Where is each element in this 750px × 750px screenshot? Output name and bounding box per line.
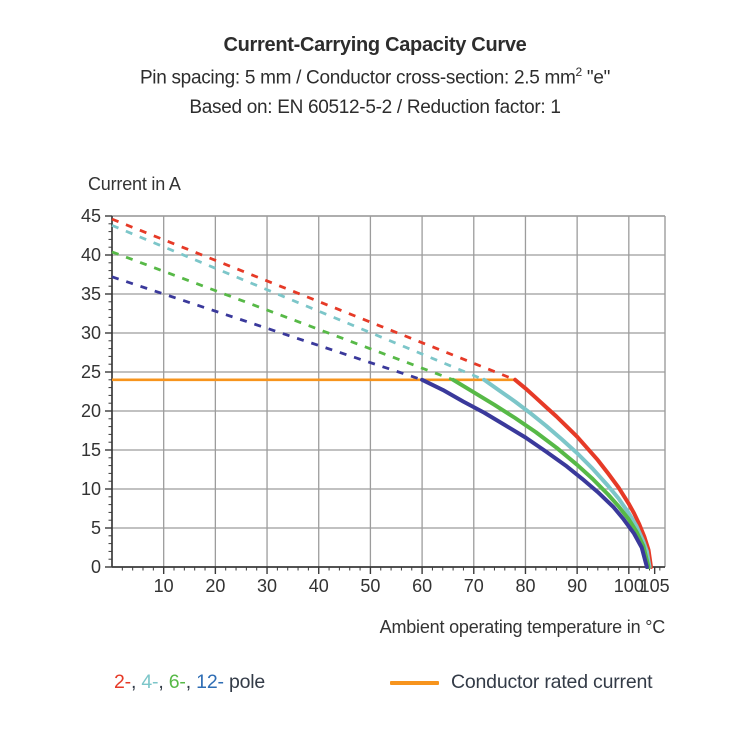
rated-current-swatch [390, 680, 439, 685]
pole-legend-item-6: 6- [168, 671, 186, 693]
x-tick-label: 90 [567, 576, 587, 596]
legend-row: 2-, 4-, 6-, 12- pole Conductor rated cur… [0, 671, 750, 697]
pole-legend-separator: , [158, 671, 169, 693]
derating-dashed-4-pole [111, 224, 485, 382]
rated-current-label: Conductor rated current [451, 671, 653, 693]
y-tick-label: 35 [81, 284, 101, 304]
x-axis-title: Ambient operating temperature in °C [379, 617, 666, 637]
y-tick-label: 15 [81, 440, 101, 460]
x-tick-label: 50 [360, 576, 380, 596]
capacity-curve-12-pole [420, 377, 649, 569]
pole-legend-item-12: 12- [196, 671, 224, 693]
y-tick-label: 45 [81, 206, 101, 226]
pole-legend-separator: , [130, 671, 142, 693]
pole-legend-separator: , [185, 671, 197, 693]
derating-dashed-2-pole [111, 217, 516, 382]
pole-legend-suffix: pole [223, 671, 266, 693]
subtitle-1-main: Pin spacing: 5 mm / Conductor cross-sect… [139, 67, 576, 89]
y-tick-label: 40 [81, 245, 101, 265]
pole-legend-item-4: 4- [141, 671, 159, 693]
y-axis-title: Current in A [88, 174, 181, 194]
y-tick-label: 30 [81, 323, 101, 343]
x-tick-label: 100 [614, 576, 644, 596]
pole-legend: 2-, 4-, 6-, 12- pole [114, 671, 265, 694]
y-tick-label: 5 [91, 518, 101, 538]
capacity-curve-2-pole [513, 377, 653, 569]
subtitle-1-tail: "e" [581, 67, 611, 89]
x-tick-label: 10 [154, 576, 174, 596]
capacity-curve-6-pole [451, 377, 651, 569]
x-tick-label: 60 [412, 576, 432, 596]
x-tick-label: 30 [257, 576, 277, 596]
rated-current-legend: Conductor rated current [390, 671, 653, 694]
capacity-curve-4-pole [482, 377, 652, 569]
chart-header: Current-Carrying Capacity Curve Pin spac… [0, 35, 750, 117]
chart-subtitle-2: Based on: EN 60512-5-2 / Reduction facto… [189, 97, 561, 119]
y-tick-label: 0 [91, 557, 101, 577]
y-tick-label: 20 [81, 401, 101, 421]
subtitle-1-superscript: 2 [575, 65, 583, 79]
y-tick-label: 25 [81, 362, 101, 382]
chart-title: Current-Carrying Capacity Curve [223, 34, 527, 56]
x-tick-label: 80 [515, 576, 535, 596]
chart-subtitle-1: Pin spacing: 5 mm / Conductor cross-sect… [0, 66, 750, 87]
derating-dashed-6-pole [111, 250, 454, 382]
derating-dashed-12-pole [111, 275, 423, 382]
x-tick-label: 70 [464, 576, 484, 596]
x-tick-label: 20 [205, 576, 225, 596]
pole-legend-item-2: 2- [114, 671, 131, 693]
x-tick-label: 40 [309, 576, 329, 596]
y-tick-label: 10 [81, 479, 101, 499]
x-tick-label: 105 [640, 576, 670, 596]
